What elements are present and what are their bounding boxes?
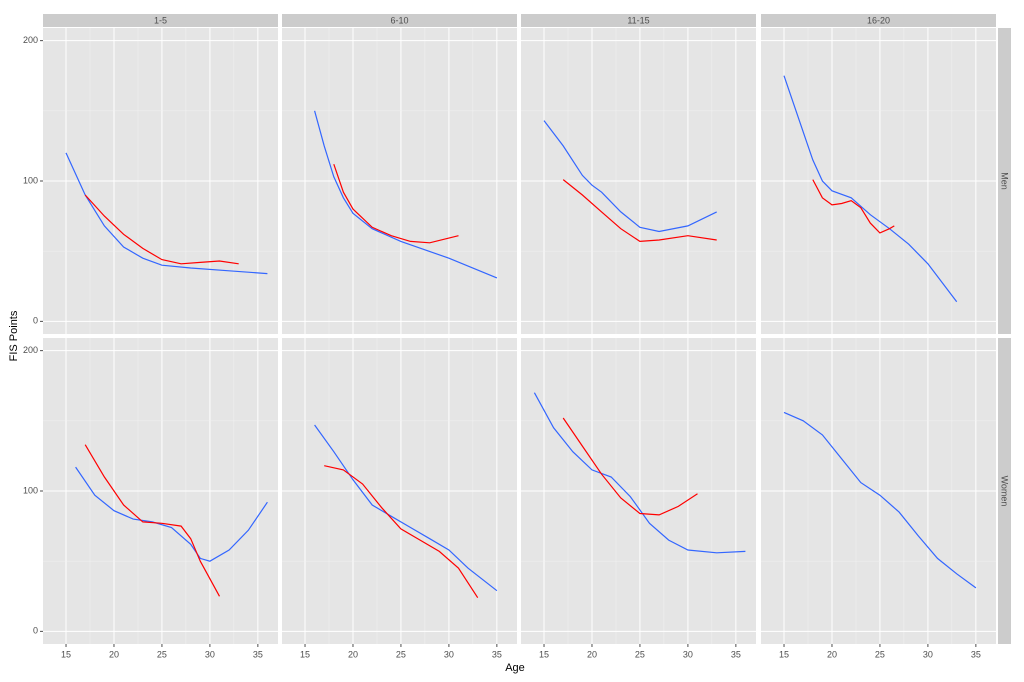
smooth-line xyxy=(75,466,268,562)
smooth-line xyxy=(533,392,746,554)
x-axis-label: Age xyxy=(505,662,525,674)
x-tick-label: 30 xyxy=(923,649,933,659)
smooth-line xyxy=(314,110,498,279)
smooth-line xyxy=(783,411,977,589)
facet-strip xyxy=(998,338,1011,644)
x-tick-label: 15 xyxy=(300,649,310,659)
facet-label: 1-5 xyxy=(154,15,167,25)
x-tick-label: 20 xyxy=(348,649,358,659)
y-tick-label: 0 xyxy=(33,316,38,326)
facet-label: Women xyxy=(1000,476,1010,507)
x-tick-label: 25 xyxy=(396,649,406,659)
x-tick-label: 35 xyxy=(253,649,263,659)
x-tick-label: 15 xyxy=(539,649,549,659)
facet-strip xyxy=(282,14,517,27)
x-tick-label: 30 xyxy=(205,649,215,659)
x-tick-label: 25 xyxy=(875,649,885,659)
smooth-line xyxy=(333,164,459,244)
y-tick-label: 100 xyxy=(23,485,38,495)
facet-label: Men xyxy=(1000,172,1010,190)
y-tick-label: 0 xyxy=(33,626,38,636)
smooth-line xyxy=(783,75,958,303)
facet-strip xyxy=(761,14,996,27)
x-tick-label: 30 xyxy=(444,649,454,659)
smooth-line xyxy=(314,424,498,592)
x-tick-label: 15 xyxy=(779,649,789,659)
smooth-line xyxy=(562,179,717,243)
x-tick-label: 20 xyxy=(109,649,119,659)
facet-strip xyxy=(998,28,1011,334)
facet-strip xyxy=(43,14,278,27)
x-tick-label: 25 xyxy=(157,649,167,659)
x-tick-label: 35 xyxy=(971,649,981,659)
facet-label: 11-15 xyxy=(627,15,649,25)
smooth-line xyxy=(324,465,479,599)
x-tick-label: 35 xyxy=(492,649,502,659)
smooth-line xyxy=(84,194,239,265)
y-axis-label: FIS Points xyxy=(8,310,20,361)
smooth-line xyxy=(84,444,221,597)
smooth-line xyxy=(65,152,268,275)
smooth-line xyxy=(812,179,895,234)
facet-label: 6-10 xyxy=(390,15,408,25)
x-tick-label: 35 xyxy=(731,649,741,659)
y-tick-label: 100 xyxy=(23,175,38,185)
x-tick-label: 15 xyxy=(61,649,71,659)
x-tick-label: 30 xyxy=(683,649,693,659)
smooth-line xyxy=(562,417,698,516)
facet-strip xyxy=(521,14,756,27)
facet-label: 16-20 xyxy=(867,15,890,25)
y-tick-label: 200 xyxy=(23,345,38,355)
y-tick-label: 200 xyxy=(23,35,38,45)
x-tick-label: 20 xyxy=(587,649,597,659)
smooth-line xyxy=(543,120,717,233)
x-tick-label: 25 xyxy=(635,649,645,659)
x-tick-label: 20 xyxy=(827,649,837,659)
